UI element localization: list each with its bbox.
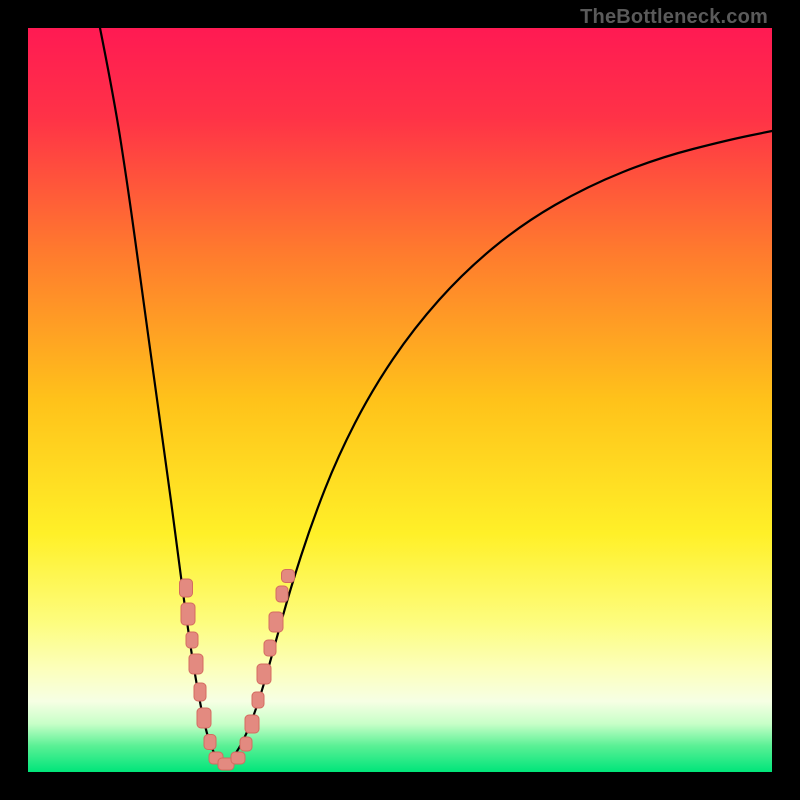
data-marker bbox=[194, 683, 206, 701]
data-marker bbox=[245, 715, 259, 733]
data-marker bbox=[189, 654, 203, 674]
data-marker bbox=[269, 612, 283, 632]
data-marker bbox=[240, 737, 252, 751]
data-marker bbox=[252, 692, 264, 708]
curve-layer bbox=[28, 28, 772, 772]
chart-frame: TheBottleneck.com bbox=[0, 0, 800, 800]
data-marker bbox=[282, 570, 295, 583]
data-marker bbox=[197, 708, 211, 728]
data-marker bbox=[257, 664, 271, 684]
plot-area bbox=[28, 28, 772, 772]
data-marker bbox=[231, 752, 245, 764]
data-marker bbox=[204, 735, 216, 750]
curve-right-branch bbox=[222, 131, 772, 766]
curve-left-branch bbox=[100, 28, 222, 766]
watermark-text: TheBottleneck.com bbox=[580, 6, 768, 29]
data-marker bbox=[264, 640, 276, 656]
markers-group bbox=[180, 570, 295, 771]
data-marker bbox=[180, 579, 193, 597]
data-marker bbox=[276, 586, 288, 602]
data-marker bbox=[186, 632, 198, 648]
data-marker bbox=[181, 603, 195, 625]
